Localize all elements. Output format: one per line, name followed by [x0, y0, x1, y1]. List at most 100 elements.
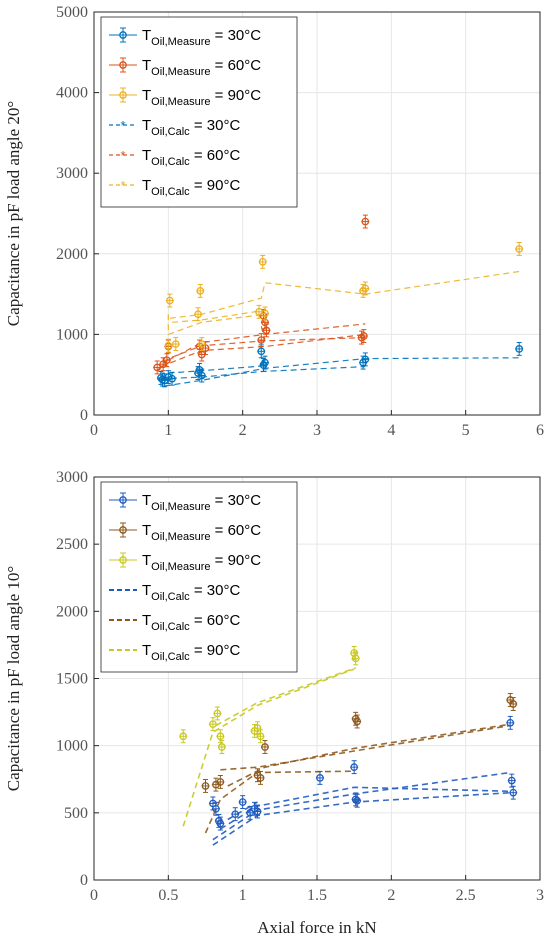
x-axis-label: Axial force in kN — [257, 918, 376, 937]
legend-swatch-marker-2 — [119, 91, 127, 99]
y-tick-label: 1000 — [56, 326, 88, 343]
data-point-0-10 — [350, 763, 359, 772]
x-tick-label: 0 — [90, 422, 98, 439]
legend-entry-label-3: TOil,Calc = 30°C — [142, 582, 240, 603]
calc-line-1-2 — [227, 723, 511, 787]
data-point-0-3 — [216, 819, 225, 828]
data-point-0-13 — [515, 345, 524, 353]
data-point-0-4 — [231, 810, 240, 819]
legend-swatch-star-3: * — [120, 118, 125, 133]
calc-line-0-0 — [212, 791, 511, 846]
data-point-2-8 — [261, 309, 269, 318]
data-point-0-5 — [238, 798, 247, 806]
data-point-2-7 — [256, 732, 265, 741]
legend-entry-label-5: TOil,Calc = 90°C — [142, 177, 240, 198]
legend-entry-label-0: TOil,Measure = 30°C — [142, 492, 261, 513]
x-tick-label: 0 — [90, 887, 98, 904]
data-point-1-7 — [257, 336, 266, 344]
legend-swatch-marker-0 — [119, 31, 127, 39]
calc-line-2-0 — [167, 313, 266, 336]
x-tick-label: 6 — [536, 422, 544, 439]
data-point-2-6 — [253, 724, 262, 733]
data-point-1-0 — [201, 782, 210, 790]
data-point-2-10 — [361, 284, 370, 293]
data-point-1-2 — [162, 356, 171, 365]
x-tick-label: 2 — [387, 887, 395, 904]
data-point-2-1 — [209, 720, 217, 729]
data-point-0-8 — [253, 807, 262, 816]
y-axis-label: Capacitance in pF load angle 10° — [4, 566, 23, 791]
calc-line-1-1 — [160, 333, 366, 368]
calc-line-1-1 — [220, 724, 511, 771]
data-point-1-13 — [361, 217, 370, 226]
calc-line-1-0 — [204, 770, 355, 834]
data-point-0-9 — [316, 774, 324, 782]
y-tick-label: 0 — [80, 872, 88, 889]
data-point-1-0 — [153, 363, 162, 372]
legend-swatch-star-5: * — [120, 178, 125, 193]
y-tick-label: 3000 — [56, 165, 88, 182]
data-point-1-7 — [353, 717, 361, 726]
calc-line-2-1 — [215, 667, 356, 727]
data-point-2-3 — [194, 310, 202, 319]
data-point-1-10 — [262, 326, 271, 335]
y-tick-label: 0 — [80, 407, 88, 424]
legend-swatch-marker-0 — [119, 496, 127, 504]
data-point-0-11 — [351, 795, 360, 804]
data-point-0-4 — [168, 374, 176, 383]
y-tick-label: 1000 — [56, 738, 88, 755]
y-axis-label: Capacitance in pF load angle 20° — [4, 101, 23, 326]
data-point-2-5 — [197, 340, 206, 348]
calc-line-2-0 — [182, 668, 355, 827]
legend-entry-label-1: TOil,Measure = 60°C — [142, 522, 261, 543]
x-tick-label: 1 — [239, 887, 247, 904]
data-point-1-5 — [261, 743, 269, 751]
legend-entry-label-2: TOil,Measure = 90°C — [142, 552, 261, 573]
data-point-2-1 — [165, 296, 174, 305]
y-tick-label: 500 — [64, 805, 88, 822]
x-tick-label: 3 — [313, 422, 321, 439]
bottom-chart-panel: 0 0.5 1 1.5 2 2.5 3 0 500 1000 1500 2000 2500 3000 Cap… — [4, 469, 544, 937]
data-point-2-9 — [351, 654, 360, 663]
data-point-2-4 — [218, 743, 226, 751]
legend-swatch-marker-2 — [119, 556, 127, 564]
x-tick-label: 0.5 — [158, 887, 178, 904]
x-tick-label: 1 — [164, 422, 172, 439]
legend-entry-label-1: TOil,Measure = 60°C — [142, 57, 261, 78]
data-point-0-3 — [164, 373, 173, 381]
legend-box — [100, 16, 298, 208]
data-point-0-15 — [509, 788, 518, 797]
data-point-2-2 — [171, 340, 180, 348]
y-tick-label: 2500 — [56, 536, 88, 553]
legend-entry-label-4: TOil,Calc = 60°C — [142, 612, 240, 633]
y-tick-label: 4000 — [56, 85, 88, 102]
data-point-1-12 — [359, 332, 368, 340]
data-point-2-2 — [213, 709, 222, 718]
data-point-0-13 — [506, 718, 515, 727]
calc-line-0-0 — [160, 366, 366, 380]
data-point-0-1 — [212, 804, 220, 813]
data-point-0-8 — [257, 347, 266, 356]
y-tick-label: 1500 — [56, 671, 88, 688]
legend-swatch-marker-1 — [119, 61, 127, 69]
data-point-0-12 — [353, 796, 361, 805]
x-tick-label: 2 — [239, 422, 247, 439]
data-point-0-7 — [197, 371, 206, 380]
data-point-2-3 — [216, 732, 225, 741]
y-tick-label: 5000 — [56, 4, 88, 21]
data-point-0-6 — [246, 808, 254, 817]
data-point-1-4 — [256, 774, 265, 782]
calc-line-0-1 — [212, 771, 511, 841]
data-point-0-12 — [361, 355, 370, 364]
top-chart-panel: 0 1 2 3 4 5 6 0 1000 2000 3000 4000 5000 Capacitance … — [4, 4, 544, 439]
calc-line-2-1 — [169, 270, 520, 319]
x-tick-label: 1.5 — [307, 887, 327, 904]
x-tick-label: 4 — [387, 422, 395, 439]
data-point-2-4 — [196, 287, 205, 295]
data-point-0-14 — [507, 776, 516, 785]
data-point-2-0 — [179, 732, 188, 741]
calc-line-0-2 — [168, 365, 266, 374]
data-point-2-8 — [350, 649, 359, 657]
data-point-1-9 — [509, 700, 518, 708]
